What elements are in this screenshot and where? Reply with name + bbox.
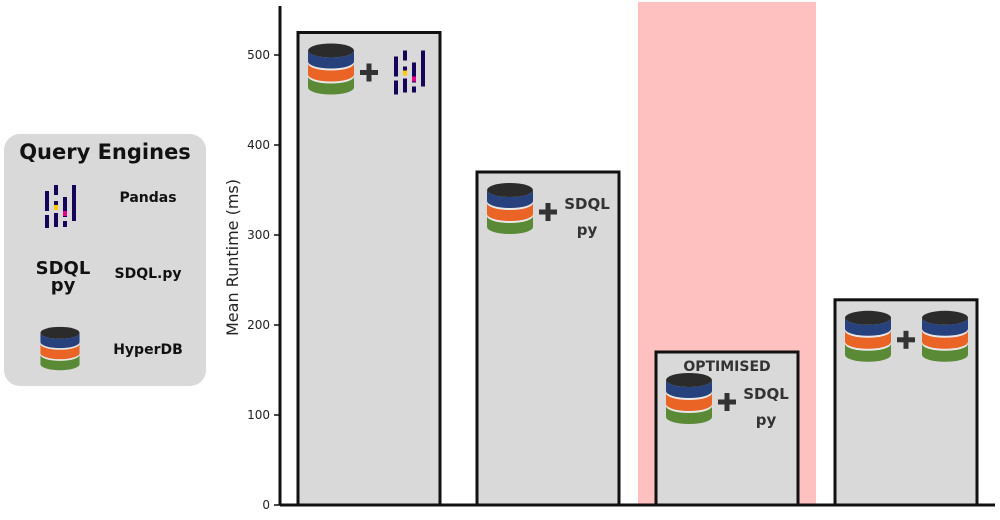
plus-v (545, 203, 551, 221)
database-lid (845, 310, 891, 325)
pandas-bar (72, 185, 76, 221)
sdql-logo-line2: py (577, 221, 598, 239)
legend-title: Query Engines (19, 140, 191, 164)
database-icon (845, 310, 891, 362)
pandas-bar (54, 213, 58, 227)
database-layer-bottom (845, 321, 891, 336)
legend-box: Query Engines Pandas SDQL py SDQL.py Hyp… (4, 134, 206, 386)
database-layer-bottom (666, 384, 712, 398)
sdql-text-icon: SDQL py (26, 258, 100, 297)
y-tick-label: 0 (262, 498, 270, 512)
pandas-bar (63, 221, 67, 227)
legend-item-sdql: SDQL py SDQL.py (4, 246, 206, 306)
database-lid (40, 326, 80, 339)
database-layer-bottom (666, 410, 712, 424)
database-layer-bottom (666, 397, 712, 411)
pandas-bar (394, 80, 398, 95)
pandas-bar (394, 56, 398, 77)
pandas-bar (45, 215, 49, 228)
plus-icon (360, 63, 378, 82)
database-layer-bottom (845, 347, 891, 362)
database-icon (40, 326, 80, 371)
pandas-bar (403, 50, 407, 61)
database-icon (40, 326, 80, 371)
sdql-logo-line1: SDQL (743, 385, 789, 403)
legend-label: HyperDB (113, 342, 183, 358)
sdql-logo-line2: py (50, 275, 76, 297)
database-layer-bottom (308, 80, 354, 95)
database-lid (666, 373, 712, 387)
bar-group: SDQL py (475, 170, 621, 507)
plus-v (366, 63, 372, 82)
bar-group (296, 31, 442, 507)
database-icon (487, 183, 533, 234)
y-tick-label: 300 (247, 228, 270, 242)
y-axis-label: Mean Runtime (ms) (223, 179, 242, 336)
bar-group (833, 298, 979, 507)
pandas-bar (54, 185, 58, 195)
pandas-pink (412, 76, 416, 82)
pandas-icon (45, 185, 76, 228)
pandas-bar (45, 191, 49, 211)
sdql-logo-line2: py (756, 411, 777, 429)
legend-label: Pandas (119, 190, 177, 206)
database-layer-bottom (922, 347, 968, 362)
database-layer-bottom (40, 358, 80, 371)
pandas-bar (412, 62, 416, 83)
database-layer-bottom (487, 220, 533, 234)
plus-icon (718, 393, 736, 411)
y-tick-label: 100 (247, 408, 270, 422)
pandas-bar (63, 197, 67, 217)
database-lid (308, 43, 354, 58)
sdql-logo-line1: SDQL (35, 258, 91, 279)
bar (296, 31, 442, 507)
plus-v (903, 330, 909, 349)
database-layer-bottom (40, 347, 80, 360)
database-layer-bottom (487, 207, 533, 221)
database-layer-bottom (922, 334, 968, 349)
y-tick-label: 400 (247, 138, 270, 152)
database-layer-bottom (308, 67, 354, 82)
database-icon (922, 310, 968, 362)
database-layer-bottom (308, 54, 354, 69)
legend-item-hyperdb: HyperDB (4, 320, 206, 380)
plus-icon (897, 330, 915, 349)
database-icon (666, 373, 712, 424)
pandas-yellow (403, 70, 407, 76)
sdql-logo-line1: SDQL (564, 195, 610, 213)
database-layer-bottom (40, 336, 80, 349)
plus-icon (539, 203, 557, 221)
database-layer-bottom (845, 334, 891, 349)
pandas-bar (54, 201, 58, 207)
pandas-icon (394, 50, 425, 95)
pandas-yellow (54, 205, 58, 210)
pandas-bar (403, 78, 407, 93)
database-lid (922, 310, 968, 325)
pandas-icon (45, 185, 76, 228)
database-icon (308, 43, 354, 95)
optimised-badge: OPTIMISED (683, 359, 770, 375)
y-tick-label: 500 (247, 48, 270, 62)
database-layer-bottom (487, 194, 533, 208)
database-layer-bottom (922, 321, 968, 336)
bar-group: OPTIMISED SDQL py (654, 350, 800, 507)
y-tick-label: 200 (247, 318, 270, 332)
legend-item-pandas: Pandas (4, 174, 206, 234)
legend-label: SDQL.py (114, 266, 182, 282)
pandas-pink (63, 211, 67, 216)
pandas-bar (412, 86, 416, 93)
pandas-bar (403, 66, 407, 73)
plus-v (724, 393, 730, 411)
database-lid (487, 183, 533, 197)
pandas-bar (421, 50, 425, 87)
